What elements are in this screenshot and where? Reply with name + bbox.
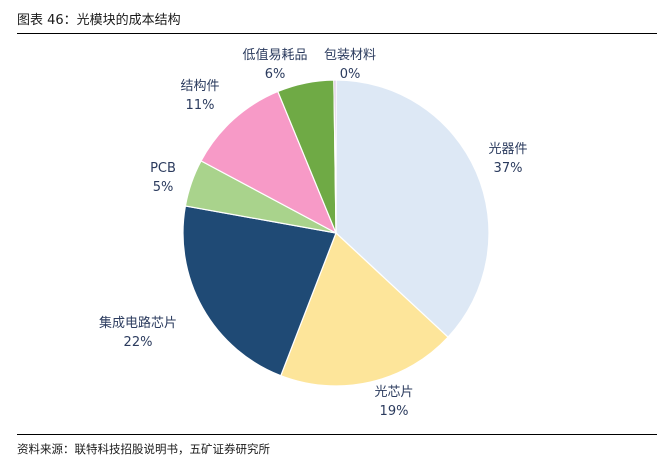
slice-label-light-green: PCB bbox=[150, 161, 176, 176]
slice-value-yellow: 19% bbox=[380, 404, 409, 419]
slice-label-pink: 结构件 bbox=[180, 79, 219, 94]
slice-label-light-blue: 光器件 bbox=[488, 142, 527, 157]
pie-slice-pink bbox=[200, 90, 338, 235]
slice-value-pink: 11% bbox=[186, 98, 215, 113]
slice-value-navy: 22% bbox=[124, 335, 153, 350]
slice-label-green: 低值易耗品 bbox=[242, 47, 307, 63]
slice-label-yellow: 光芯片 bbox=[374, 385, 413, 400]
figure-source: 资料来源：联特科技招股说明书，五矿证券研究所 bbox=[17, 442, 270, 456]
figure-title: 图表 46：光模块的成本结构 bbox=[17, 13, 181, 28]
title-rule bbox=[17, 33, 657, 34]
slice-label-navy: 集成电路芯片 bbox=[99, 315, 177, 331]
slice-value-green: 6% bbox=[265, 67, 286, 82]
pie-slice-purple bbox=[333, 79, 337, 234]
slice-value-light-blue: 37% bbox=[494, 161, 523, 176]
pie-slice-navy bbox=[182, 205, 337, 377]
source-rule bbox=[17, 434, 657, 435]
slice-value-purple: 0% bbox=[340, 67, 361, 82]
slice-value-light-green: 5% bbox=[153, 180, 174, 195]
pie-slice-light-blue bbox=[335, 79, 490, 339]
slice-label-purple: 包装材料 bbox=[324, 48, 376, 63]
pie-slice-yellow bbox=[280, 231, 449, 387]
